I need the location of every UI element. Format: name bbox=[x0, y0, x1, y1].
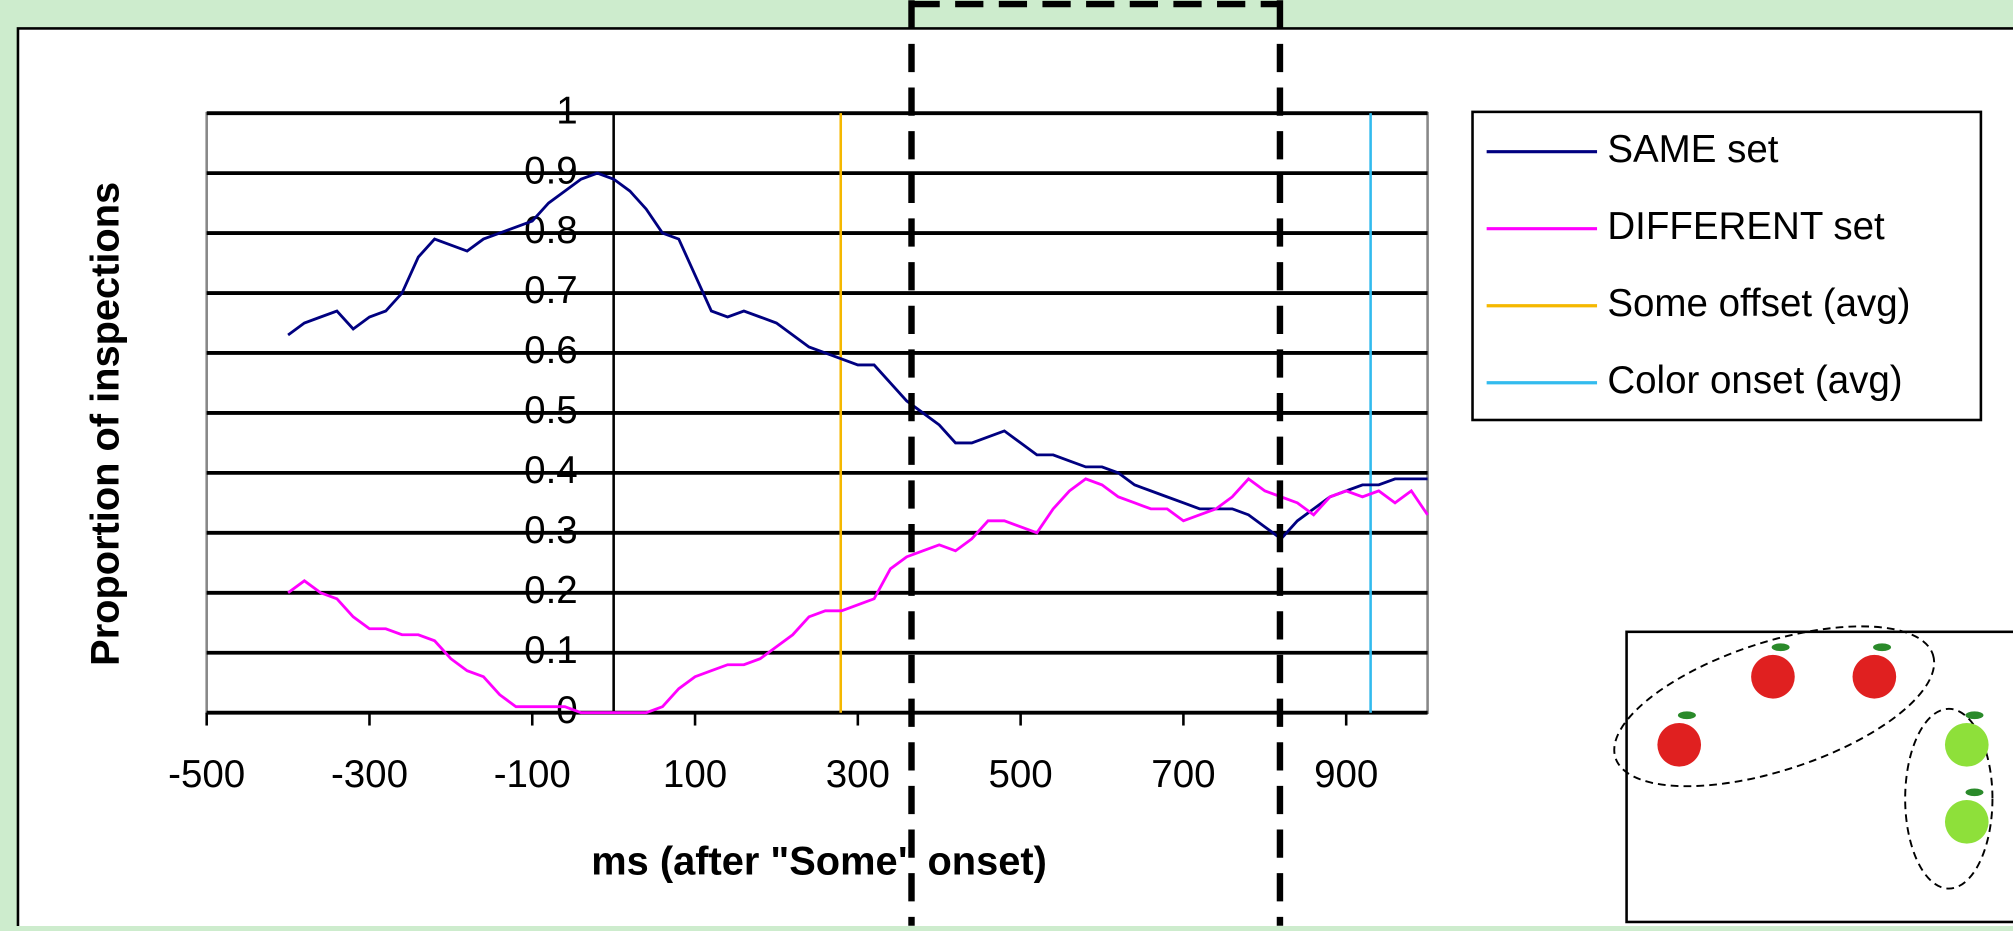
y-tick-label: 0 bbox=[556, 689, 577, 732]
y-tick-label: 0.2 bbox=[524, 569, 578, 612]
x-tick-label: 700 bbox=[1151, 753, 1215, 796]
x-tick-label: 300 bbox=[826, 753, 890, 796]
y-tick-label: 0.5 bbox=[524, 389, 578, 432]
x-tick-label: -300 bbox=[331, 753, 408, 796]
y-tick-label: 1 bbox=[556, 89, 577, 132]
y-tick-label: 0.1 bbox=[524, 629, 578, 672]
x-tick-label: 900 bbox=[1314, 753, 1378, 796]
x-tick-label: -500 bbox=[168, 753, 245, 796]
y-tick-label: 0.7 bbox=[524, 269, 578, 312]
legend-label: Some offset (avg) bbox=[1607, 282, 1910, 325]
y-tick-label: 0.9 bbox=[524, 149, 578, 192]
y-axis-title: Proportion of inspections bbox=[83, 182, 127, 666]
legend-box bbox=[1471, 110, 1983, 422]
apples-figure bbox=[1613, 625, 2013, 924]
legend-label: SAME set bbox=[1607, 128, 1778, 171]
x-tick-label: 500 bbox=[988, 753, 1052, 796]
legend-label: Color onset (avg) bbox=[1607, 359, 1902, 402]
series-line bbox=[287, 476, 1429, 715]
y-tick-label: 0.8 bbox=[524, 209, 578, 252]
series-line bbox=[287, 171, 1428, 541]
y-tick-label: 0.3 bbox=[524, 509, 578, 552]
y-tick-label: 0.4 bbox=[524, 449, 578, 492]
x-tick-label: 100 bbox=[663, 753, 727, 796]
dashed-annotation bbox=[908, 0, 1284, 926]
plot-layer: 0 0.1 0.2 0.3 0.4 0.5 0.6 0.7 0.8 0.9 1 -500 -300 -10… bbox=[168, 89, 1429, 796]
x-tick-label: -100 bbox=[494, 753, 571, 796]
legend-label: DIFFERENT set bbox=[1607, 205, 1885, 248]
x-axis-title: ms (after "Some" onset) bbox=[591, 840, 1047, 884]
y-tick-label: 0.6 bbox=[524, 329, 578, 372]
